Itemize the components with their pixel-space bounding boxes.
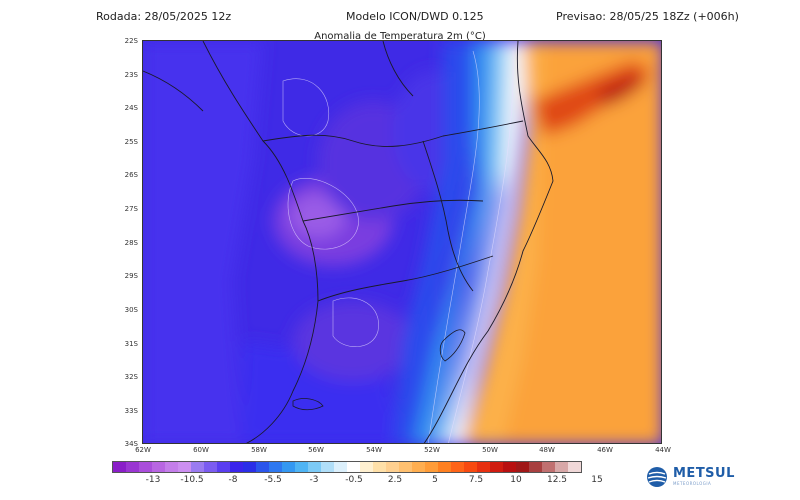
colorbar-cell [373,462,386,472]
lat-label-31s: 31S [124,340,138,348]
lon-label-58w: 58W [251,446,267,454]
lat-label-34s: 34S [124,440,138,448]
colorbar-tick: 5 [432,475,438,485]
colorbar-cell [555,462,568,472]
colorbar-cell [451,462,464,472]
lon-label-50w: 50W [482,446,498,454]
lat-label-30s: 30S [124,306,138,314]
lon-label-46w: 46W [597,446,613,454]
lat-label-29s: 29S [124,272,138,280]
colorbar-tick: 12.5 [546,475,568,485]
lon-label-60w: 60W [193,446,209,454]
colorbar-cell [308,462,321,472]
colorbar-cell [438,462,451,472]
colorbar-cell [542,462,555,472]
colorbar-tick: -5.5 [264,475,282,485]
colorbar-cell [347,462,360,472]
forecast-time-label: Previsao: 28/05/25 18Zz (+006h) [556,10,739,23]
colorbar-cell [178,462,191,472]
colorbar-cell [243,462,256,472]
colorbar-cell [516,462,529,472]
colorbar-tick: -0.5 [345,475,363,485]
lon-label-56w: 56W [308,446,324,454]
colorbar-cell [321,462,334,472]
lat-label-27s: 27S [124,205,138,213]
colorbar-cell [113,462,126,472]
colorbar-cell [568,462,581,472]
colorbar-cell [334,462,347,472]
colorbar [112,461,582,473]
temperature-anomaly-map [142,40,662,444]
colorbar-cell [152,462,165,472]
colorbar-tick: 2.5 [387,475,403,485]
colorbar-cell [295,462,308,472]
political-boundaries [143,41,554,443]
colorbar-cell [165,462,178,472]
colorbar-cell [204,462,217,472]
colorbar-cell [490,462,503,472]
colorbar-cell [256,462,269,472]
logo-name: METSUL [673,466,735,481]
map-title: Anomalia de Temperatura 2m (°C) [314,31,486,42]
lat-label-25s: 25S [124,138,138,146]
colorbar-cell [217,462,230,472]
colorbar-cell [282,462,295,472]
colorbar-cell [464,462,477,472]
lat-label-33s: 33S [124,407,138,415]
lat-label-32s: 32S [124,373,138,381]
lon-label-44w: 44W [655,446,671,454]
colorbar-tick: -13 [145,475,161,485]
lat-label-28s: 28S [124,239,138,247]
colorbar-cell [412,462,425,472]
lon-label-54w: 54W [366,446,382,454]
colorbar-cell [139,462,152,472]
lat-label-23s: 23S [124,71,138,79]
lon-label-62w: 62W [135,446,151,454]
run-time-label: Rodada: 28/05/2025 12z [96,10,232,23]
lon-label-52w: 52W [424,446,440,454]
metsul-logo: METSUL METEOROLOGIA [646,464,746,490]
colorbar-cell [386,462,399,472]
map-canvas [143,41,661,443]
colorbar-cell [126,462,139,472]
colorbar-cell [191,462,204,472]
colorbar-cell [477,462,490,472]
lagoon-outlines [292,329,466,411]
colorbar-cell [399,462,412,472]
lat-label-26s: 26S [124,171,138,179]
lon-label-48w: 48W [539,446,555,454]
colorbar-tick: -3 [309,475,319,485]
anomaly-shading [143,41,661,443]
colorbar-cell [529,462,542,472]
colorbar-cell [425,462,438,472]
logo-tagline: METEOROLOGIA [673,481,712,486]
colorbar-cell [360,462,373,472]
lat-label-24s: 24S [124,104,138,112]
colorbar-cell [503,462,516,472]
lat-label-22s: 22S [124,37,138,45]
colorbar-tick: 7.5 [468,475,484,485]
colorbar-tick: 10 [510,475,522,485]
anomaly-contours [282,50,514,443]
model-name-label: Modelo ICON/DWD 0.125 [346,10,484,23]
globe-icon [647,467,667,487]
colorbar-cell [230,462,243,472]
colorbar-tick: -10.5 [180,475,204,485]
colorbar-cell [269,462,282,472]
colorbar-tick: 15 [591,475,603,485]
colorbar-tick: -8 [228,475,238,485]
